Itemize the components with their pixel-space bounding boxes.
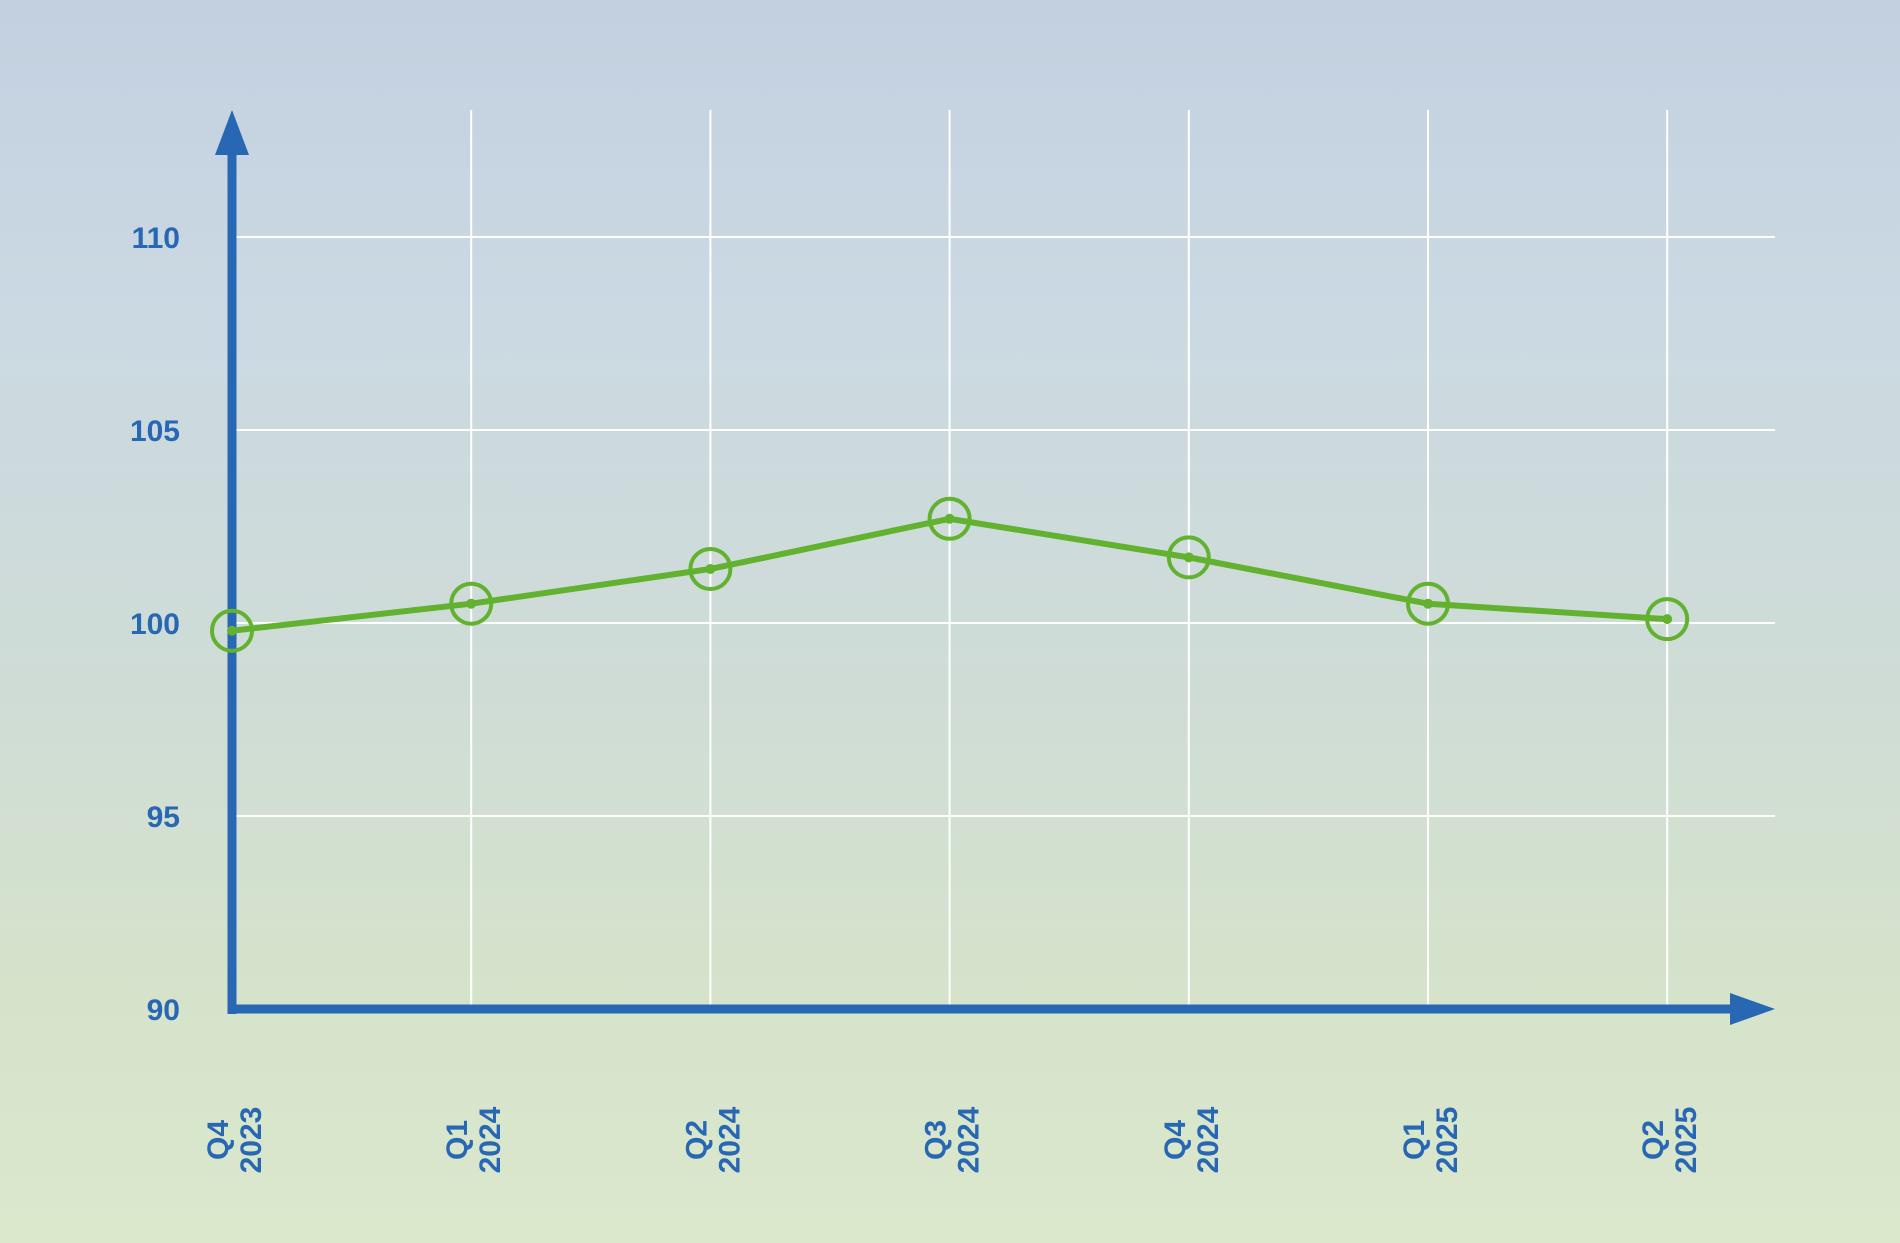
data-point-center <box>466 598 477 609</box>
x-tick-quarter: Q4 <box>1159 1120 1192 1160</box>
x-tick-year: 2024 <box>953 1106 986 1173</box>
y-tick-labels: 90 95 100 105 110 <box>130 222 180 1027</box>
x-tick-quarter: Q2 <box>1637 1120 1670 1160</box>
axes <box>215 110 1775 1025</box>
data-point-center <box>227 625 237 636</box>
y-tick-label: 100 <box>130 608 180 641</box>
x-tick-year: 2023 <box>235 1107 268 1174</box>
x-tick-year: 2025 <box>1431 1107 1464 1174</box>
x-tick-quarter: Q2 <box>680 1120 713 1160</box>
x-tick-label: Q12024 <box>441 1106 507 1173</box>
x-axis-arrow <box>1730 993 1775 1025</box>
y-tick-label: 110 <box>132 222 180 255</box>
x-tick-label: Q22025 <box>1637 1107 1703 1174</box>
data-point <box>1406 581 1450 626</box>
x-tick-label: Q42024 <box>1159 1106 1225 1173</box>
x-tick-year: 2024 <box>1192 1106 1225 1173</box>
x-tick-quarter: Q3 <box>920 1120 953 1160</box>
data-point-center <box>705 563 716 574</box>
y-axis-arrow <box>215 110 249 155</box>
x-tick-label: Q32024 <box>920 1106 986 1173</box>
series <box>210 496 1690 653</box>
grid <box>232 110 1775 1009</box>
data-point <box>688 546 733 591</box>
data-point <box>449 581 494 626</box>
y-tick-label: 105 <box>130 415 180 448</box>
x-tick-year: 2025 <box>1670 1107 1703 1174</box>
y-tick-label: 95 <box>147 801 180 834</box>
data-point-center <box>1423 598 1433 609</box>
x-tick-label: Q12025 <box>1398 1107 1464 1174</box>
data-point <box>927 496 972 541</box>
x-tick-quarter: Q4 <box>202 1120 235 1160</box>
x-tick-year: 2024 <box>713 1106 746 1173</box>
data-point-center <box>944 513 955 524</box>
x-tick-quarter: Q1 <box>441 1120 474 1160</box>
x-tick-label: Q22024 <box>680 1106 746 1173</box>
x-tick-labels: Q42023 Q12024 Q22024 Q32024 Q42024 Q12025 Q220… <box>202 1106 1703 1173</box>
x-tick-quarter: Q1 <box>1398 1120 1431 1160</box>
x-tick-label: Q42023 <box>202 1107 268 1174</box>
data-point <box>1645 597 1690 642</box>
x-tick-year: 2024 <box>474 1106 507 1173</box>
y-tick-label: 90 <box>147 994 180 1027</box>
data-point <box>210 608 254 653</box>
data-point-center <box>1662 614 1673 625</box>
data-point <box>1166 535 1211 580</box>
data-point-center <box>1183 552 1194 563</box>
